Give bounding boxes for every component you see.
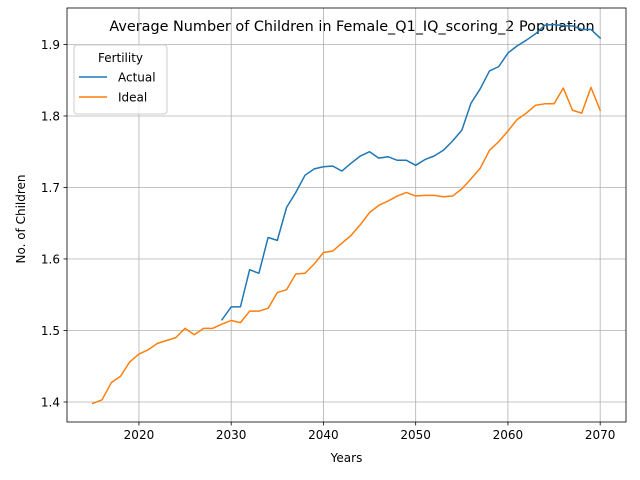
x-tick-label: 2030 [216, 428, 247, 442]
x-tick-label: 2060 [493, 428, 524, 442]
axis-ticks: 2020 2030 2040 2050 2060 2070 1.4 1.5 1.6 1.7 1.8 1… [41, 38, 616, 442]
legend-label-ideal: Ideal [118, 91, 147, 105]
plot-frame [66, 7, 627, 423]
series-line-ideal [91, 86, 602, 405]
series-lines [91, 23, 602, 405]
y-tick-label: 1.4 [41, 395, 60, 409]
grid [67, 8, 626, 422]
y-tick-label: 1.8 [41, 109, 60, 123]
x-tick-label: 2020 [124, 428, 155, 442]
legend-label-actual: Actual [118, 71, 156, 85]
series-line-actual [220, 23, 602, 321]
chart-title: Average Number of Children in Female_Q1_… [109, 19, 594, 35]
x-tick-label: 2040 [308, 428, 339, 442]
x-axis-label: Years [330, 451, 363, 465]
y-tick-label: 1.5 [41, 324, 60, 338]
y-tick-label: 1.9 [41, 38, 60, 52]
legend: Fertility Actual Ideal [73, 44, 168, 115]
y-tick-label: 1.6 [41, 252, 60, 266]
x-tick-label: 2070 [585, 428, 616, 442]
y-tick-label: 1.7 [41, 181, 60, 195]
legend-title: Fertility [98, 51, 143, 65]
y-axis-label: No. of Children [14, 174, 28, 263]
x-tick-label: 2050 [400, 428, 431, 442]
